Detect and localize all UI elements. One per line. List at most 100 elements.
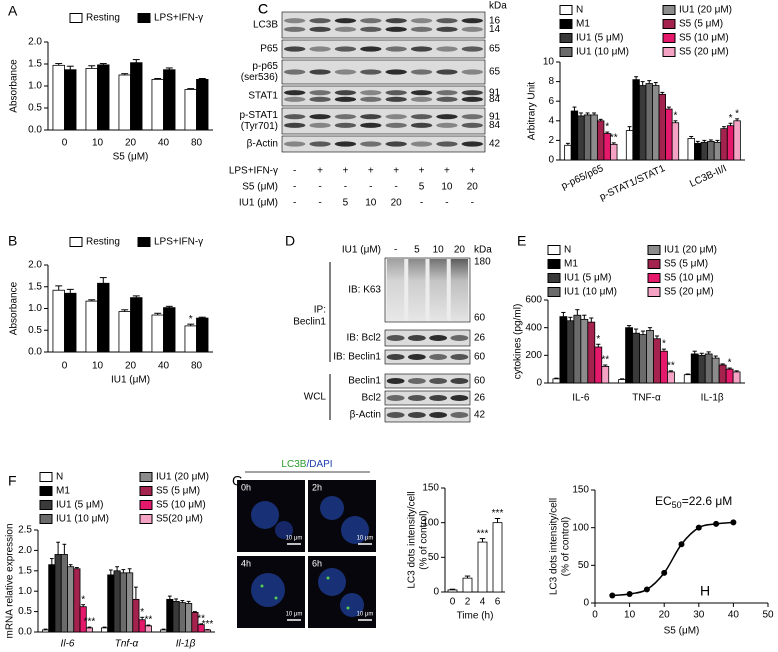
blot-band bbox=[461, 114, 483, 120]
blot-band bbox=[436, 26, 458, 32]
blot-band bbox=[461, 46, 483, 52]
y-tick-label: 0 bbox=[536, 378, 542, 389]
y-tick-label: 2.5 bbox=[18, 525, 32, 536]
blot-band bbox=[407, 395, 426, 401]
bar bbox=[52, 289, 65, 353]
condition-mark: - bbox=[445, 198, 448, 209]
y-tick-label: 400 bbox=[525, 322, 542, 333]
y-tick-label: 150 bbox=[422, 483, 439, 494]
blot-band bbox=[461, 69, 483, 75]
y-tick-label: 10 bbox=[543, 57, 555, 68]
condition-mark: - bbox=[395, 182, 398, 193]
x-tick-label: Tnf-α bbox=[115, 639, 139, 650]
x-tick-label: IL-6 bbox=[572, 393, 590, 404]
blot-band bbox=[284, 46, 306, 52]
blot-band bbox=[461, 26, 483, 32]
blot-band bbox=[461, 96, 483, 102]
legend-label: IU1 (10 μM) bbox=[576, 47, 629, 58]
legend-label: S5 (5 μM) bbox=[679, 19, 723, 30]
y-axis-label: LC3 dots intensity/cell bbox=[407, 491, 418, 588]
bar bbox=[601, 365, 610, 384]
blot-row-label: p-p65 bbox=[252, 61, 278, 72]
blot-letter: C bbox=[258, 1, 268, 17]
x-axis-label: S5 (μM) bbox=[664, 626, 700, 637]
blot-band bbox=[450, 395, 469, 401]
bar bbox=[559, 316, 568, 384]
condition-mark: 5 bbox=[343, 198, 349, 209]
blot-band bbox=[429, 378, 448, 384]
blot-band bbox=[410, 141, 433, 147]
point bbox=[661, 569, 668, 576]
bar bbox=[552, 378, 561, 384]
point bbox=[643, 586, 650, 593]
bar bbox=[625, 327, 633, 384]
kda-label: 84 bbox=[489, 120, 501, 131]
blot-band bbox=[436, 122, 458, 128]
bar bbox=[700, 141, 709, 161]
blot-band bbox=[436, 96, 458, 102]
legend-swatch bbox=[647, 245, 661, 255]
lane-label: 20 bbox=[454, 245, 466, 256]
point bbox=[730, 519, 737, 526]
x-axis-label: S5 (μM) bbox=[113, 152, 149, 163]
condition-mark: + bbox=[317, 166, 323, 177]
y-axis-label: LC3 dots intensity/cell bbox=[549, 498, 560, 595]
frame-label: 6h bbox=[312, 558, 322, 568]
blot-band bbox=[334, 46, 357, 52]
blot-band bbox=[385, 90, 407, 96]
x-tick-label: 20 bbox=[659, 610, 671, 621]
legend-swatch bbox=[662, 5, 676, 15]
bar bbox=[625, 130, 634, 161]
y-tick-label: 1.5 bbox=[28, 59, 42, 70]
image-title: LC3B/DAPI bbox=[281, 459, 332, 470]
blot-band bbox=[385, 96, 407, 102]
condition-mark: - bbox=[471, 198, 474, 209]
y-tick-label: 2.0 bbox=[18, 545, 32, 556]
blot-row-label: β-Actin bbox=[350, 410, 381, 421]
bar bbox=[48, 564, 56, 633]
blot-smear bbox=[408, 259, 426, 321]
bar bbox=[163, 69, 176, 131]
blot-band bbox=[410, 122, 433, 128]
bar bbox=[653, 338, 661, 384]
bar bbox=[113, 570, 121, 633]
scale-label: 10 μm bbox=[286, 536, 303, 542]
significance-mark: * bbox=[81, 594, 85, 605]
bar bbox=[667, 371, 675, 384]
y-tick-label: 2 bbox=[548, 135, 554, 146]
condition-mark: - bbox=[344, 182, 347, 193]
blot-band bbox=[334, 122, 357, 128]
kda-label: 60 bbox=[474, 376, 486, 387]
bar bbox=[671, 122, 680, 161]
x-tick-label: 40 bbox=[158, 138, 170, 149]
x-tick-label: 2 bbox=[465, 597, 471, 608]
kda-label: 14 bbox=[489, 24, 501, 35]
bar bbox=[720, 128, 728, 161]
bar bbox=[618, 379, 626, 384]
cell bbox=[340, 593, 364, 617]
panel-letter: E bbox=[517, 233, 526, 249]
legend-swatch bbox=[662, 33, 676, 43]
blot-band bbox=[386, 354, 405, 360]
blot-band bbox=[407, 412, 426, 418]
blot-band bbox=[360, 141, 382, 147]
cell bbox=[251, 573, 285, 607]
point bbox=[609, 592, 616, 599]
kda-label: 91 bbox=[489, 111, 501, 122]
x-axis-label: Time (h) bbox=[457, 611, 494, 622]
legend-label: S5 (10 μM) bbox=[664, 273, 714, 284]
legend-swatch bbox=[139, 514, 153, 524]
ec50-part: =22.6 μM bbox=[682, 494, 733, 508]
bar bbox=[151, 314, 164, 353]
blot-strip bbox=[384, 373, 471, 389]
frame-label: 0h bbox=[241, 482, 251, 492]
blot-band bbox=[461, 90, 483, 96]
blot-band bbox=[450, 412, 469, 418]
bar bbox=[632, 79, 640, 161]
blot-band bbox=[385, 69, 407, 75]
scale-label: 10 μm bbox=[286, 612, 303, 618]
blot-row-label: IB: Beclin1 bbox=[333, 352, 381, 363]
legend-label: N bbox=[564, 245, 571, 256]
legend-label: M1 bbox=[576, 19, 590, 30]
condition-mark: + bbox=[444, 166, 450, 177]
